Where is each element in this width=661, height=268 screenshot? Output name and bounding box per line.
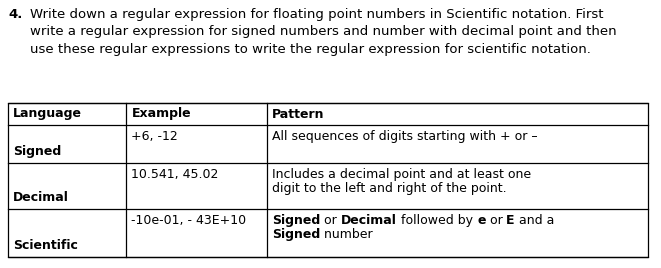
Text: Signed: Signed [272,214,321,227]
Text: or: or [486,214,506,227]
Text: All sequences of digits starting with + or –: All sequences of digits starting with + … [272,130,538,143]
Text: Decimal: Decimal [13,191,69,204]
Text: 4.: 4. [8,8,22,21]
Text: +6, -12: +6, -12 [132,130,178,143]
Text: E: E [506,214,515,227]
Text: followed by: followed by [397,214,477,227]
Text: number: number [321,228,373,241]
Text: and a: and a [515,214,554,227]
Text: Signed: Signed [13,145,61,158]
Text: Signed: Signed [272,228,321,241]
Text: Pattern: Pattern [272,107,325,121]
Text: -10e-01, - 43E+10: -10e-01, - 43E+10 [132,214,247,227]
Text: Language: Language [13,107,82,121]
Text: or: or [321,214,341,227]
Text: Write down a regular expression for floating point numbers in Scientific notatio: Write down a regular expression for floa… [30,8,617,56]
Text: Example: Example [132,107,191,121]
Text: digit to the left and right of the point.: digit to the left and right of the point… [272,182,507,195]
Bar [8,103,648,257]
Text: e: e [477,214,486,227]
Text: 10.541, 45.02: 10.541, 45.02 [132,168,219,181]
Text: Includes a decimal point and at least one: Includes a decimal point and at least on… [272,168,531,181]
Text: Scientific: Scientific [13,239,78,252]
Text: Decimal: Decimal [341,214,397,227]
